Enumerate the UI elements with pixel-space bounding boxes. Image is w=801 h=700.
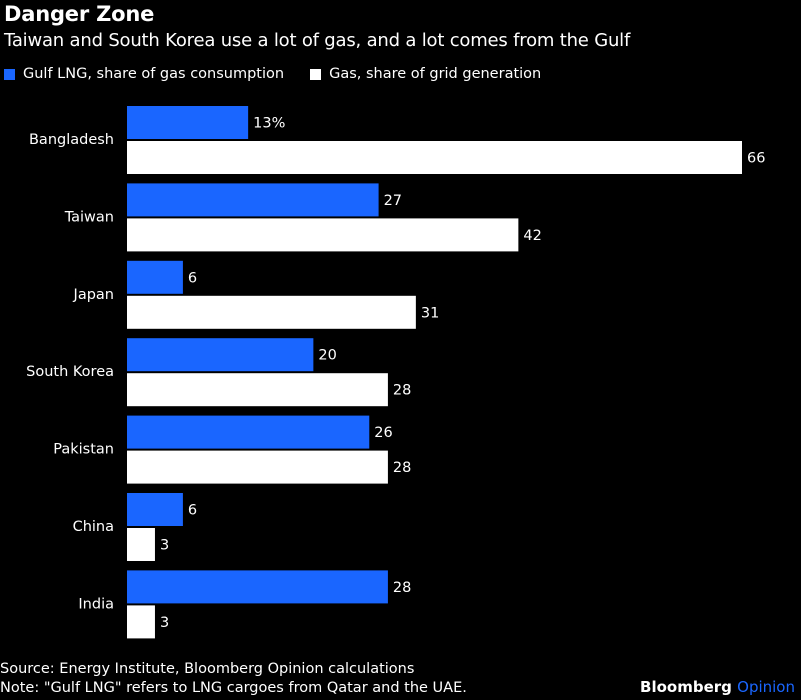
data-label: 27 — [384, 193, 402, 209]
bar-gulf-lng — [127, 106, 249, 139]
data-label: 20 — [318, 348, 336, 364]
data-label: 6 — [188, 270, 197, 286]
chart-subtitle: Taiwan and South Korea use a lot of gas,… — [4, 30, 631, 51]
data-label: 28 — [393, 460, 411, 476]
bar-gas-grid — [127, 450, 388, 484]
data-label: 6 — [188, 503, 197, 519]
source-note: Source: Energy Institute, Bloomberg Opin… — [0, 661, 415, 677]
data-label: 26 — [374, 425, 392, 441]
bar-gas-grid — [127, 528, 155, 561]
data-label: 28 — [393, 383, 411, 399]
legend-swatch-blue — [4, 68, 15, 80]
category-label: China — [73, 519, 114, 535]
data-label: 28 — [393, 580, 411, 596]
bar-gas-grid — [127, 218, 519, 252]
legend: Gulf LNG, share of gas consumption Gas, … — [4, 66, 567, 82]
data-label: 13% — [253, 116, 285, 132]
bar-gas-grid — [127, 605, 155, 639]
bar-gulf-lng — [127, 493, 183, 526]
legend-item-gas-grid: Gas, share of grid generation — [310, 66, 541, 82]
legend-item-gulf-lng: Gulf LNG, share of gas consumption — [4, 66, 284, 82]
data-label: 66 — [747, 151, 765, 167]
bar-gas-grid — [127, 141, 742, 174]
category-label: Taiwan — [64, 209, 114, 225]
legend-label-gulf-lng: Gulf LNG, share of gas consumption — [23, 66, 285, 82]
brand-name: Bloomberg — [640, 678, 732, 696]
bar-chart: Bangladesh 13% 66 Taiwan 27 42 Japan 6 31 South K… — [26, 106, 765, 639]
data-label: 31 — [421, 305, 439, 321]
category-label: South Korea — [26, 364, 114, 380]
category-label: Bangladesh — [29, 132, 114, 148]
chart-title: Danger Zone — [4, 2, 155, 26]
footnote: Note: "Gulf LNG" refers to LNG cargoes f… — [0, 680, 467, 696]
brand-suffix: Opinion — [737, 678, 795, 696]
data-label: 3 — [160, 615, 169, 631]
bar-gas-grid — [127, 373, 388, 407]
data-label: 3 — [160, 538, 169, 554]
bar-gulf-lng — [127, 415, 370, 449]
category-label: Pakistan — [53, 442, 114, 458]
bar-gulf-lng — [127, 183, 379, 217]
category-label: Japan — [73, 287, 114, 303]
bar-gulf-lng — [127, 260, 183, 294]
bar-gas-grid — [127, 295, 416, 329]
legend-swatch-white — [310, 68, 322, 80]
footer: Source: Energy Institute, Bloomberg Opin… — [0, 660, 467, 698]
bar-gulf-lng — [127, 338, 314, 372]
category-label: India — [78, 596, 114, 612]
data-label: 42 — [523, 228, 541, 244]
bar-gulf-lng — [127, 570, 388, 604]
legend-label-gas-grid: Gas, share of grid generation — [329, 66, 542, 82]
brand-logo: Bloomberg Opinion — [640, 678, 795, 696]
